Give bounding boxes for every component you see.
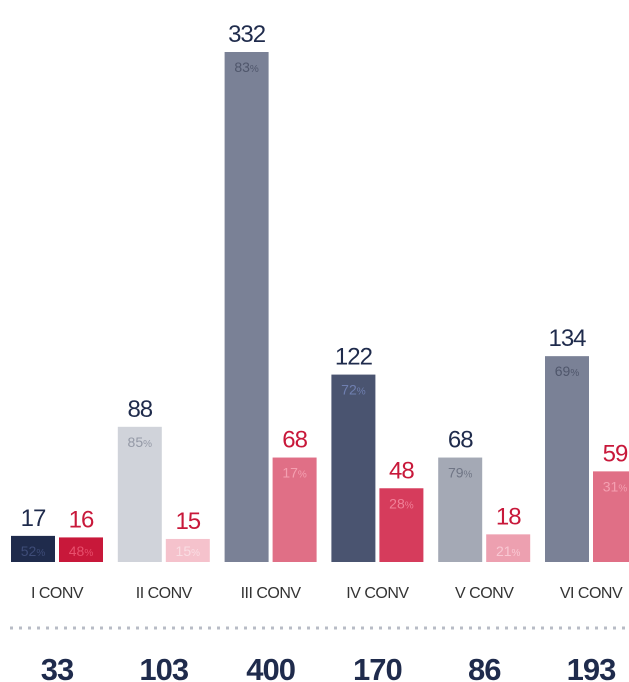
share-label: 72% [341, 382, 366, 398]
total-label: 193 [567, 652, 616, 682]
value-label: 15 [175, 508, 200, 535]
value-label: 134 [548, 325, 586, 352]
category-label: I CONV [31, 585, 84, 602]
bar [117, 426, 162, 562]
category-label: II CONV [136, 585, 193, 602]
value-label: 68 [282, 427, 307, 454]
category-label: IV CONV [346, 585, 409, 602]
total-label: 103 [139, 652, 188, 682]
share-label: 69% [555, 363, 580, 379]
value-label: 122 [335, 344, 373, 371]
total-label: 33 [41, 652, 74, 682]
category-label: VI CONV [560, 585, 623, 602]
bar [379, 488, 424, 562]
bar [165, 538, 210, 562]
value-label: 16 [69, 506, 94, 533]
share-label: 17% [282, 465, 307, 481]
share-label: 28% [389, 495, 414, 511]
bar [438, 457, 483, 562]
share-label: 83% [234, 59, 259, 75]
total-label: 400 [246, 652, 295, 682]
bar [59, 537, 103, 562]
value-label: 68 [448, 427, 473, 454]
bar [593, 471, 629, 562]
value-label: 17 [21, 505, 46, 532]
share-label: 85% [128, 434, 153, 450]
bar [486, 534, 531, 562]
bar [224, 52, 269, 562]
share-label: 79% [448, 465, 473, 481]
value-label: 332 [228, 21, 266, 48]
share-label: 15% [176, 543, 201, 559]
share-label: 21% [496, 543, 521, 559]
share-label: 31% [603, 478, 628, 494]
bar [545, 356, 589, 562]
share-label: 52% [21, 543, 46, 559]
share-label: 48% [69, 543, 94, 559]
value-label: 18 [496, 503, 521, 530]
total-label: 170 [353, 652, 402, 682]
bar [331, 374, 376, 562]
value-label: 48 [389, 457, 414, 484]
category-label: III CONV [241, 585, 302, 602]
bar [11, 535, 55, 562]
value-label: 88 [127, 396, 152, 423]
bar [272, 457, 317, 562]
total-label: 86 [468, 652, 501, 682]
category-label: V CONV [455, 585, 514, 602]
value-label: 59 [603, 440, 628, 467]
